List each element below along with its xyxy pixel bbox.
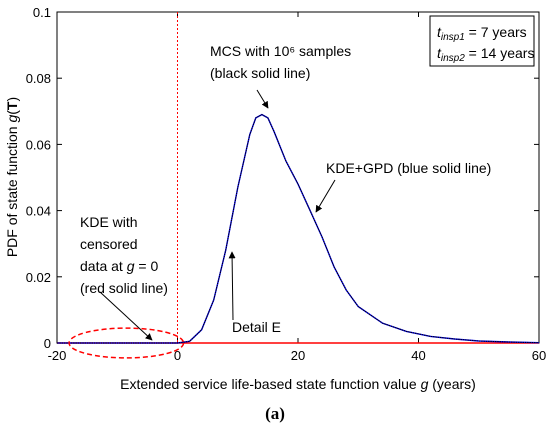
annotation-arrow-kde-gpd bbox=[315, 179, 336, 213]
x-tick-label-1: 0 bbox=[174, 348, 181, 363]
y-tick-label-4: 0.08 bbox=[26, 71, 51, 86]
annotation-arrow-mcs bbox=[256, 89, 269, 109]
detail-ellipse bbox=[68, 327, 185, 359]
y-axis-label: PDF of state function g(T) bbox=[4, 97, 20, 257]
legend-box bbox=[429, 15, 535, 67]
annotation-mcs: MCS with 10⁶ samples (black solid line) bbox=[210, 43, 355, 81]
y-tick-label-1: 0.02 bbox=[26, 270, 51, 285]
x-tick-label-3: 40 bbox=[411, 348, 425, 363]
y-tick-label-0: 0 bbox=[44, 336, 51, 351]
x-tick-label-4: 60 bbox=[532, 348, 546, 363]
series-0 bbox=[57, 114, 540, 344]
annotation-arrow-detail-e bbox=[228, 251, 236, 321]
x-tick-labels: -20 0 20 40 60 bbox=[48, 348, 547, 363]
figure-caption: (a) bbox=[265, 404, 285, 423]
x-tick-label-2: 20 bbox=[291, 348, 305, 363]
plot-area bbox=[56, 11, 540, 344]
annotation-arrow-kde-censored bbox=[99, 291, 153, 341]
annotation-kde-censored: KDE with censored data at g = 0 (red sol… bbox=[80, 214, 168, 296]
x-axis-label: Extended service life-based state functi… bbox=[120, 376, 476, 392]
series-layer bbox=[57, 113, 540, 344]
y-tick-label-2: 0.04 bbox=[26, 204, 51, 219]
y-tick-labels: 0 0.02 0.04 0.06 0.08 0.1 bbox=[26, 5, 51, 351]
legend: tinsp1 = 7 years tinsp2 = 14 years bbox=[429, 15, 535, 67]
y-tick-label-3: 0.06 bbox=[26, 137, 51, 152]
annotation-kde-gpd: KDE+GPD (blue solid line) bbox=[326, 160, 491, 176]
legend-line-2: tinsp2 = 14 years bbox=[437, 45, 534, 64]
x-tick-label-0: -20 bbox=[48, 348, 67, 363]
y-tick-label-5: 0.1 bbox=[33, 5, 51, 20]
legend-line-1: tinsp1 = 7 years bbox=[437, 24, 527, 43]
annotation-detail-e: Detail E bbox=[232, 319, 281, 335]
